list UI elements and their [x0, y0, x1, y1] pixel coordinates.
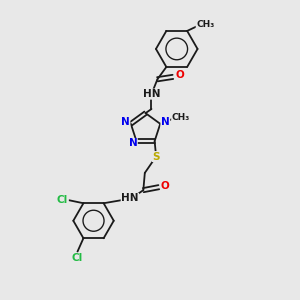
Text: HN: HN	[143, 89, 160, 99]
Text: N: N	[161, 117, 170, 127]
Text: S: S	[152, 152, 160, 162]
Text: HN: HN	[121, 194, 139, 203]
Text: Cl: Cl	[57, 195, 68, 205]
Text: O: O	[161, 181, 170, 191]
Text: O: O	[175, 70, 184, 80]
Text: N: N	[128, 139, 137, 148]
Text: CH₃: CH₃	[196, 20, 214, 29]
Text: N: N	[121, 117, 130, 127]
Text: CH₃: CH₃	[172, 113, 190, 122]
Text: Cl: Cl	[72, 253, 83, 263]
